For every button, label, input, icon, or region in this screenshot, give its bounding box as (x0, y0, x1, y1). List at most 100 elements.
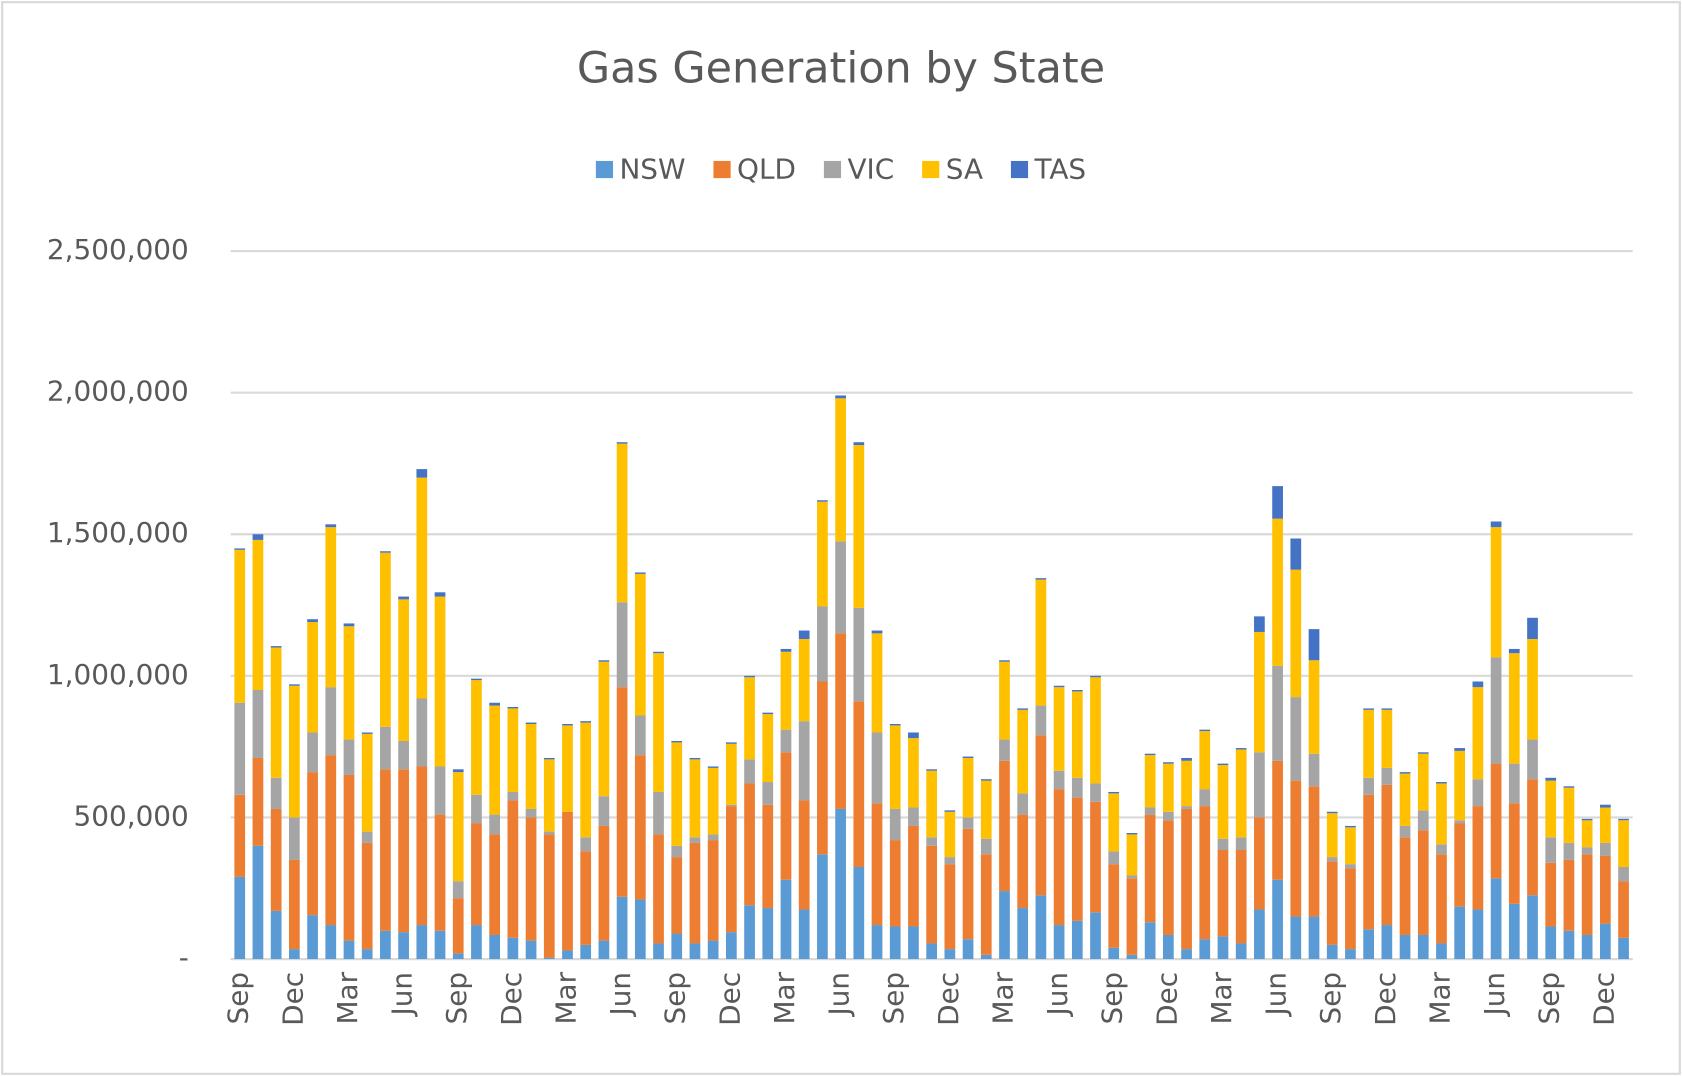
x-tick-label: Dec (276, 972, 309, 1026)
bar-segment (725, 742, 737, 744)
bar-segment (634, 715, 646, 756)
bar-segment (1126, 833, 1138, 835)
bar-segment (1563, 842, 1575, 860)
bar-segment (1217, 936, 1229, 960)
bar-segment (1345, 827, 1356, 865)
bar-segment (1417, 830, 1429, 935)
bar-segment (452, 953, 464, 960)
bar-segment (980, 838, 992, 855)
bar-segment (1035, 735, 1047, 896)
bar-segment (871, 633, 883, 733)
bar-segment (562, 723, 573, 726)
bar-segment (471, 823, 482, 926)
bar-segment (1272, 760, 1283, 880)
bar-segment (1326, 813, 1338, 858)
bar-segment (962, 817, 974, 829)
bar-segment (1017, 793, 1029, 815)
bar-segment (1053, 687, 1065, 771)
bar-segment (999, 661, 1010, 740)
bar-segment (962, 939, 974, 960)
bar-segment (452, 898, 464, 954)
bar-segment (252, 690, 264, 758)
bar-segment (434, 930, 446, 960)
bar-segment (616, 896, 628, 960)
bar-segment (1108, 864, 1120, 948)
bar-segment (1399, 825, 1411, 838)
bar-segment (1181, 757, 1192, 761)
bar-segment (543, 834, 555, 958)
bar-segment (234, 549, 246, 703)
bar-segment (634, 572, 646, 574)
bar-segment (489, 702, 501, 706)
bar-segment (762, 908, 774, 960)
bar-segment (1017, 908, 1029, 960)
bar-segment (1126, 878, 1138, 955)
bar-segment (1381, 709, 1393, 768)
bar-segment (307, 772, 318, 916)
bar-segment (944, 811, 956, 858)
bar-segment (889, 725, 901, 809)
bar-segment (926, 943, 938, 960)
bar-segment (1508, 763, 1520, 804)
bar-segment (1563, 859, 1575, 931)
bar-segment (1417, 753, 1429, 811)
x-tick-label: Mar (549, 971, 582, 1024)
bar-segment (835, 808, 846, 960)
bar-segment (1181, 808, 1192, 950)
bar-segment (926, 770, 938, 838)
bar-segment (1162, 934, 1174, 960)
bar-segment (416, 925, 428, 960)
bar-segment (598, 825, 610, 941)
bar-segment (398, 932, 409, 960)
bar-segment (1290, 538, 1302, 570)
bar-segment (452, 881, 464, 899)
bar-segment (1254, 909, 1265, 960)
x-tick-label: Sep (1096, 972, 1129, 1025)
bar-segment (1217, 765, 1229, 839)
bar-segment (853, 445, 865, 608)
bar-segment (1581, 818, 1593, 821)
bar-segment (1363, 777, 1375, 795)
bar-segment (999, 760, 1010, 892)
bar-segment (653, 791, 664, 835)
bar-segment (343, 623, 355, 627)
bar-segment (1326, 811, 1338, 814)
bar-segment (252, 845, 264, 960)
bar-segment (980, 854, 992, 955)
x-tick-label: Sep (1533, 972, 1566, 1025)
bar-segment (689, 837, 701, 843)
bar-segment (853, 607, 865, 702)
bar-segment (1454, 823, 1466, 907)
bar-segment (1326, 944, 1338, 960)
bar-segment (1381, 708, 1393, 710)
bar-segment (270, 808, 282, 911)
bar-segment (980, 780, 992, 839)
bar-segment (908, 732, 919, 739)
bar-segment (1126, 875, 1138, 879)
bar-segment (361, 842, 373, 950)
bar-segment (889, 926, 901, 960)
bar-segment (616, 443, 628, 603)
bar-segment (1527, 779, 1538, 896)
bar-segment (325, 524, 337, 528)
bar-segment (689, 943, 701, 960)
bar-segment (1090, 675, 1101, 678)
bar-segment (1581, 854, 1593, 935)
x-tick-label: Jun (604, 972, 637, 1018)
bar-segment (1272, 486, 1283, 519)
bar-segment (1053, 770, 1065, 790)
bar-segment (762, 804, 774, 909)
bar-segment (1290, 697, 1302, 781)
x-tick-label: Dec (713, 972, 746, 1026)
bar-segment (471, 794, 482, 824)
bar-segment (343, 774, 355, 941)
bar-segment (1090, 783, 1101, 802)
bar-segment (325, 687, 337, 756)
bar-segment (1162, 762, 1174, 764)
bar-segment (1326, 857, 1338, 862)
bar-segment (1436, 854, 1447, 944)
bar-segment (1290, 916, 1302, 960)
bar-segment (689, 842, 701, 944)
bar-segment (999, 891, 1010, 960)
bar-segment (1436, 943, 1447, 960)
